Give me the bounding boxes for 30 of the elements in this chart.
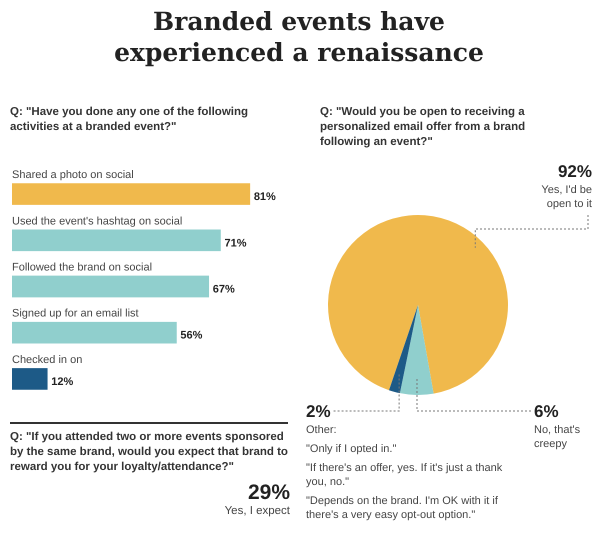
chart-subtitle: Q: "Have you done any one of the following activities at a branded event?" xyxy=(10,105,250,135)
data-label: 6% xyxy=(534,402,559,421)
data-label: 81% xyxy=(254,191,276,204)
data-label: 67% xyxy=(212,284,235,296)
text: Yes, I expect xyxy=(224,505,290,517)
bar xyxy=(12,322,177,344)
data-label: 56% xyxy=(180,330,203,342)
bar xyxy=(12,183,250,205)
bar xyxy=(12,276,210,298)
y-tick-label: Shared a photo on social xyxy=(12,169,134,182)
y-tick-label: Signed up for an email list xyxy=(12,308,139,320)
y-tick-label: Checked in on xyxy=(12,354,82,366)
slice-label: Yes, I'd be open to it xyxy=(541,184,592,210)
text: "Depends on the brand. I'm OK with it if there's a very easy opt-out option." xyxy=(306,495,499,521)
data-label: 12% xyxy=(51,376,74,388)
bar xyxy=(12,368,48,390)
text: 29% xyxy=(246,481,290,505)
text: Q: "If you attended two or more events sponsored by the same brand, would you expect that brand to reward you for your loyalty/attendance?" xyxy=(10,430,289,475)
text: "If there's an offer, yes. If it's just a thank you, no." xyxy=(306,462,503,488)
slice-label: No, that's creepy xyxy=(534,424,581,450)
data-label: 92% xyxy=(558,162,592,181)
text: Branded events have experienced a renaissance xyxy=(113,6,485,68)
chart-subtitle: Q: "Would you be open to receiving a personalized email offer from a brand following an event?" xyxy=(319,105,526,150)
y-tick-label: Used the event's hashtag on social xyxy=(12,215,182,228)
bar xyxy=(12,229,221,252)
y-tick-label: Followed the brand on social xyxy=(12,262,152,274)
data-label: 2% xyxy=(306,402,331,421)
data-label: 71% xyxy=(224,237,247,250)
text: "Only if I opted in." xyxy=(306,443,396,455)
text: Other: xyxy=(306,424,337,436)
